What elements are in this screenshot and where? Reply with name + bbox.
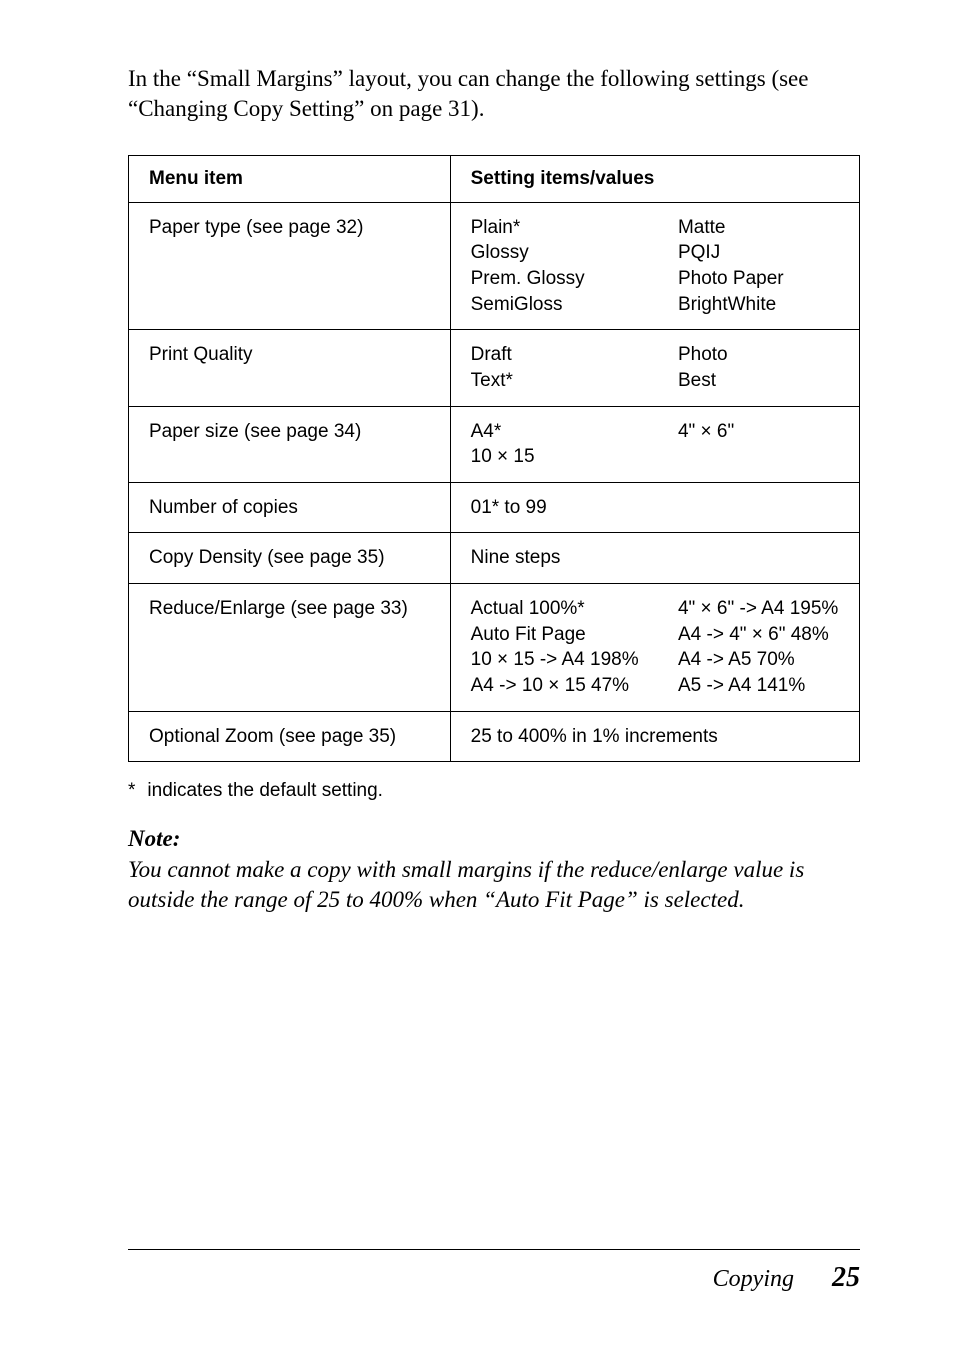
table-row: Copy Density (see page 35) Nine steps (129, 533, 860, 584)
footer-page-number: 25 (832, 1262, 860, 1294)
cell-settings-right: 4" × 6" -> A4 195%A4 -> 4" × 6" 48%A4 ->… (678, 596, 853, 699)
cell-settings-right: 4" × 6" (678, 419, 853, 470)
cell-menu: Copy Density (see page 35) (129, 533, 451, 584)
cell-settings-right: PhotoBest (678, 342, 853, 393)
page-footer: Copying 25 (128, 1249, 860, 1294)
cell-settings: Nine steps (450, 533, 859, 584)
footnote: * indicates the default setting. (128, 780, 860, 802)
cell-menu: Optional Zoom (see page 35) (129, 711, 451, 762)
intro-paragraph: In the “Small Margins” layout, you can c… (128, 64, 860, 125)
cell-menu: Number of copies (129, 482, 451, 533)
cell-menu: Paper size (see page 34) (129, 406, 451, 482)
cell-settings: 01* to 99 (450, 482, 859, 533)
table-row: Reduce/Enlarge (see page 33) Actual 100%… (129, 584, 860, 712)
cell-settings-left: A4*10 × 15 (471, 419, 668, 470)
cell-settings-right: MattePQIJPhoto PaperBrightWhite (678, 215, 853, 318)
page-container: In the “Small Margins” layout, you can c… (0, 0, 954, 1352)
header-menu: Menu item (129, 155, 451, 202)
note-label: Note: (128, 824, 860, 854)
cell-settings: DraftText* PhotoBest (450, 330, 859, 406)
table-row: Paper size (see page 34) A4*10 × 15 4" ×… (129, 406, 860, 482)
footnote-marker: * (128, 780, 135, 802)
cell-settings: Plain*GlossyPrem. GlossySemiGloss MatteP… (450, 202, 859, 330)
settings-table: Menu item Setting items/values Paper typ… (128, 155, 860, 763)
cell-menu: Print Quality (129, 330, 451, 406)
cell-settings: A4*10 × 15 4" × 6" (450, 406, 859, 482)
cell-settings: 25 to 400% in 1% increments (450, 711, 859, 762)
cell-settings-left: Plain*GlossyPrem. GlossySemiGloss (471, 215, 668, 318)
header-settings: Setting items/values (450, 155, 859, 202)
footer-title: Copying (713, 1266, 794, 1293)
cell-settings: Actual 100%*Auto Fit Page10 × 15 -> A4 1… (450, 584, 859, 712)
table-row: Optional Zoom (see page 35) 25 to 400% i… (129, 711, 860, 762)
table-header-row: Menu item Setting items/values (129, 155, 860, 202)
cell-settings-left: DraftText* (471, 342, 668, 393)
cell-menu: Paper type (see page 32) (129, 202, 451, 330)
table-row: Print Quality DraftText* PhotoBest (129, 330, 860, 406)
footnote-text: indicates the default setting. (147, 780, 383, 802)
cell-settings-left: Actual 100%*Auto Fit Page10 × 15 -> A4 1… (471, 596, 668, 699)
table-row: Number of copies 01* to 99 (129, 482, 860, 533)
cell-menu: Reduce/Enlarge (see page 33) (129, 584, 451, 712)
note-body: You cannot make a copy with small margin… (128, 855, 860, 916)
note-block: Note: You cannot make a copy with small … (128, 824, 860, 915)
table-row: Paper type (see page 32) Plain*GlossyPre… (129, 202, 860, 330)
